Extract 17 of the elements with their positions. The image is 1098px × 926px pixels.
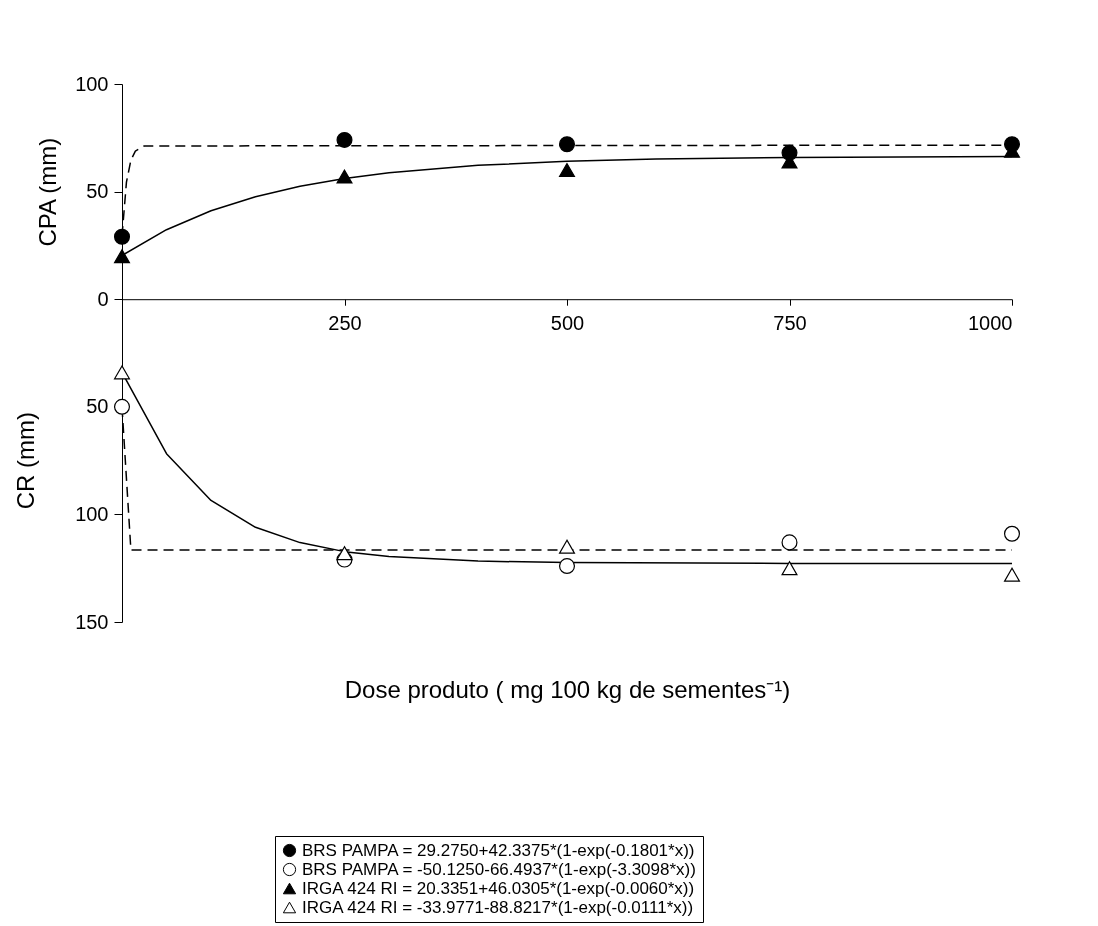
y-tick-label: 0 bbox=[97, 287, 109, 310]
y-tick-label: 150 bbox=[75, 610, 109, 633]
legend-label: BRS PAMPA = -50.1250-66.4937*(1-exp(-3.3098*x)) bbox=[302, 859, 696, 879]
x-axis-title: Dose produto ( mg 100 kg de sementes⁻¹) bbox=[344, 675, 791, 703]
y-tick-label: 50 bbox=[86, 395, 109, 418]
legend-label: IRGA 424 RI = 20.3351+46.0305*(1-exp(-0.0060*x)) bbox=[302, 878, 695, 898]
x-tick-label: 250 bbox=[328, 311, 362, 334]
x-tick-label: 1000 bbox=[968, 311, 1013, 334]
legend-label: IRGA 424 RI = -33.9771-88.8217*(1-exp(-0.0111*x)) bbox=[302, 897, 694, 917]
y-tick-label: 100 bbox=[75, 502, 109, 525]
y-axis-title: CPA (mm) bbox=[34, 137, 62, 247]
text: CR (mm) bbox=[12, 411, 39, 510]
x-tick-label: 750 bbox=[773, 311, 807, 334]
y-tick-label: 50 bbox=[86, 180, 109, 203]
x-tick-label: 500 bbox=[550, 311, 585, 334]
legend-label: BRS PAMPA = 29.2750+42.3375*(1-exp(-0.1801*x)) bbox=[302, 840, 695, 860]
y-tick-label: 100 bbox=[75, 72, 109, 95]
